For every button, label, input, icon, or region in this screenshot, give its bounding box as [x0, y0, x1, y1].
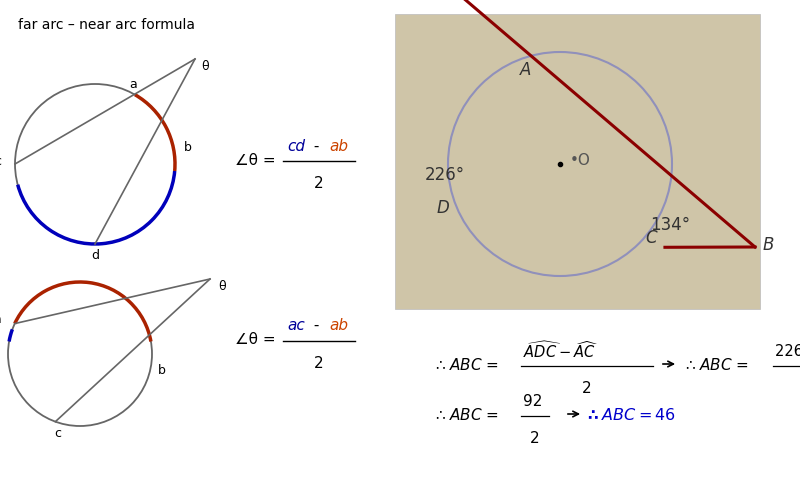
Text: c: c [0, 155, 1, 168]
Text: -: - [309, 138, 324, 153]
Text: ac: ac [287, 318, 305, 333]
Text: ∴ $ABC$ =: ∴ $ABC$ = [435, 406, 499, 422]
Text: 2: 2 [314, 176, 324, 191]
Text: ∠θ =: ∠θ = [235, 152, 276, 167]
Bar [395, 15, 760, 309]
Text: C: C [645, 229, 657, 247]
Text: 2: 2 [582, 380, 592, 395]
Text: a: a [129, 78, 137, 91]
Text: ab: ab [329, 138, 348, 153]
Text: B: B [763, 236, 774, 253]
Text: -: - [309, 318, 324, 333]
Text: $\widehat{ADC} - \widehat{AC}$: $\widehat{ADC} - \widehat{AC}$ [523, 340, 598, 361]
Text: b: b [158, 363, 166, 376]
Text: 226°: 226° [425, 166, 465, 184]
Text: ab: ab [329, 318, 348, 333]
Text: ∴: ∴ [588, 407, 604, 421]
Text: 134°: 134° [650, 216, 690, 233]
Text: 226 − 134: 226 − 134 [775, 343, 800, 358]
Text: cd: cd [287, 138, 305, 153]
Text: A: A [520, 60, 532, 79]
Text: c: c [54, 426, 61, 439]
Text: d: d [91, 249, 99, 262]
Text: θ: θ [201, 60, 209, 73]
Text: ∴ $ABC$ =: ∴ $ABC$ = [685, 356, 749, 372]
Text: far arc – near arc formula: far arc – near arc formula [18, 18, 195, 32]
Text: θ: θ [218, 279, 226, 292]
Text: D: D [436, 198, 449, 216]
Text: 2: 2 [530, 430, 540, 445]
Text: ∴ $ABC$ =: ∴ $ABC$ = [435, 356, 499, 372]
Text: •O: •O [570, 152, 591, 167]
Text: 92: 92 [523, 393, 542, 408]
Text: 2: 2 [314, 355, 324, 370]
Text: $ABC = 46$: $ABC = 46$ [601, 406, 676, 422]
Text: ∠θ =: ∠θ = [235, 332, 276, 347]
Text: b: b [184, 141, 192, 154]
